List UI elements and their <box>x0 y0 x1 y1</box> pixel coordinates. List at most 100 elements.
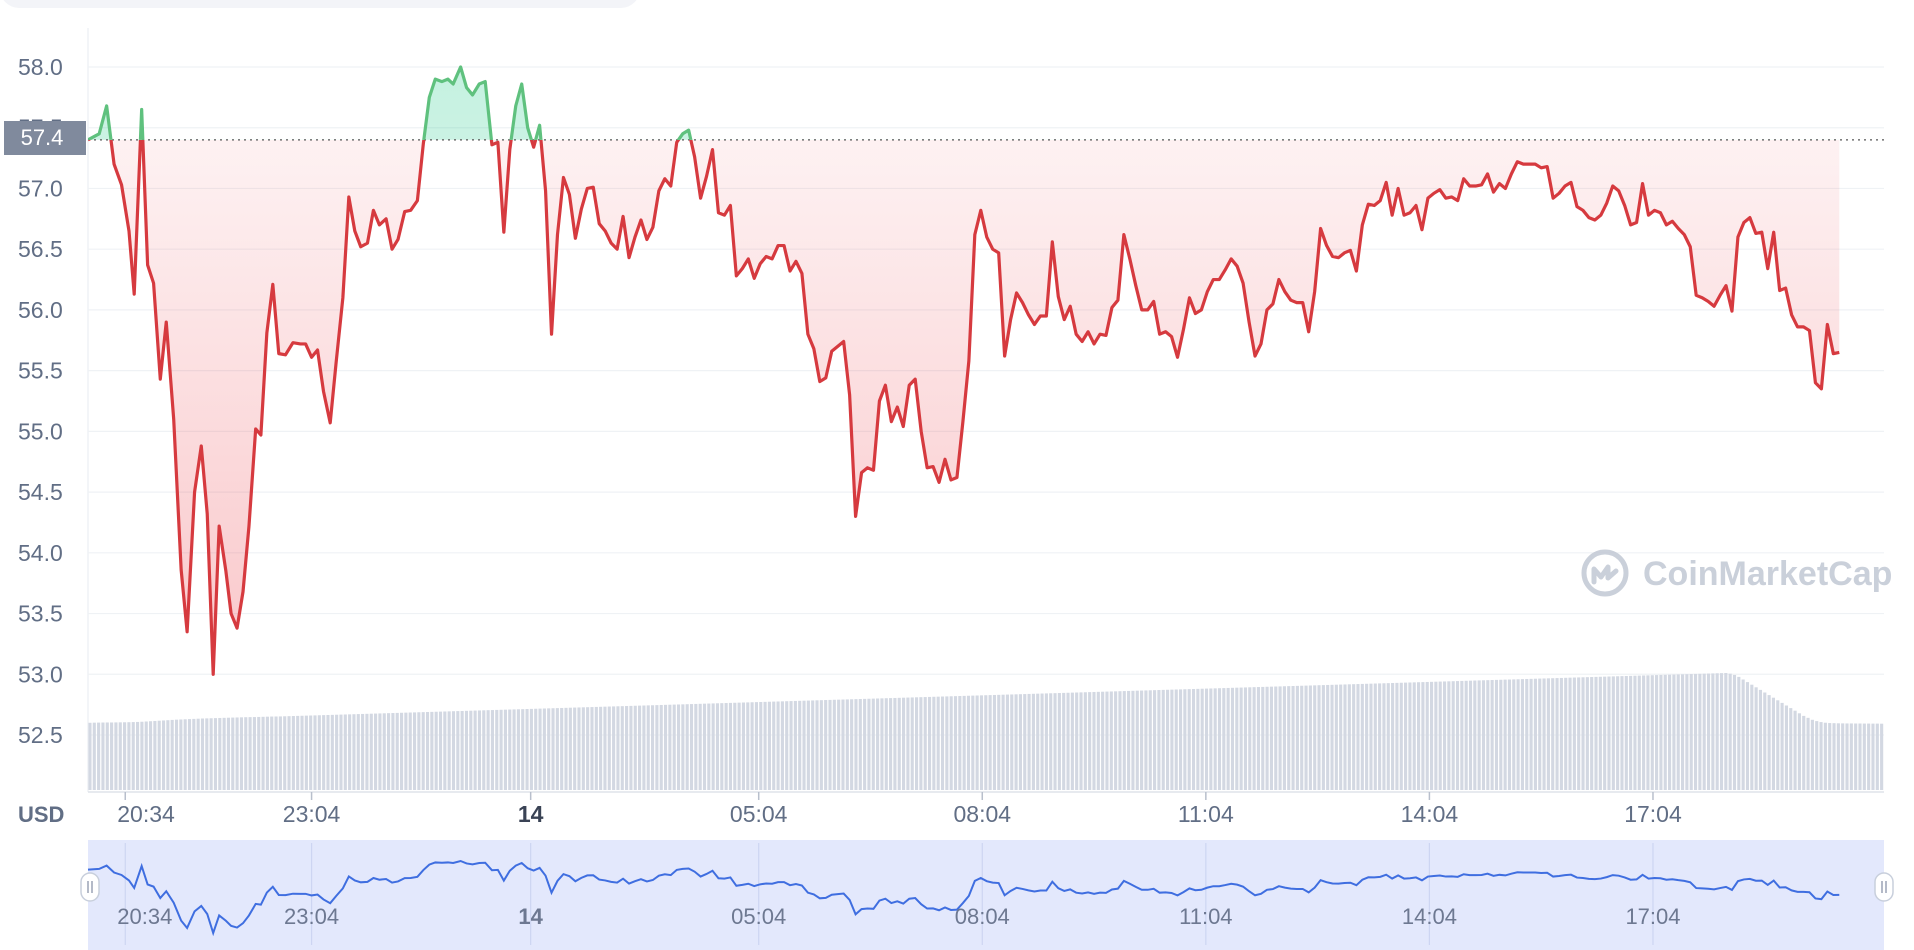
y-tick-label: 55.5 <box>18 358 63 384</box>
volume-bar <box>1399 682 1403 790</box>
volume-bar <box>689 704 694 790</box>
volume-bar <box>815 700 819 790</box>
volume-bar <box>663 704 668 790</box>
volume-bar <box>1235 687 1239 790</box>
volume-bar <box>798 700 802 790</box>
volume-bar <box>1559 677 1563 790</box>
y-axis-ticks: 58.057.557.056.556.055.555.054.554.053.5… <box>18 54 63 748</box>
navigator-tick-label: 08:04 <box>955 904 1010 929</box>
volume-bar <box>408 712 412 790</box>
volume-bar <box>1005 694 1010 790</box>
volume-bar <box>304 715 308 790</box>
volume-bar <box>131 722 135 790</box>
volume-bar <box>642 705 646 790</box>
volume-bar <box>590 707 594 790</box>
volume-bar <box>1590 677 1594 790</box>
volume-bar <box>728 702 733 790</box>
volume-bar <box>542 708 546 790</box>
volume-bar <box>889 698 893 790</box>
volume-bar <box>144 721 148 790</box>
volume-bar <box>733 702 737 790</box>
volume-bar <box>1031 693 1035 790</box>
volume-bar <box>1213 688 1217 790</box>
volume-bar <box>988 695 992 790</box>
volume-bar <box>880 698 884 790</box>
volume-bar <box>1308 685 1312 790</box>
volume-bar <box>1538 678 1542 790</box>
volume-bar <box>1278 686 1282 790</box>
volume-bar <box>278 716 282 790</box>
volume-bar <box>1191 688 1196 790</box>
volume-bar <box>296 715 300 790</box>
volume-bar <box>1802 715 1806 790</box>
volume-bar <box>906 697 910 790</box>
volume-bar <box>192 718 196 790</box>
volume-bar <box>317 715 321 790</box>
volume-bar <box>1689 674 1693 790</box>
current-price-label: 57.4 <box>21 125 64 150</box>
volume-bar <box>1330 684 1334 790</box>
current-price-marker: 57.4 <box>4 121 86 155</box>
volume-bar <box>1711 673 1715 790</box>
volume-bar <box>1248 687 1252 790</box>
range-navigator[interactable]: 20:34 23:04 14 05:04 08:04 11:04 14:04 17:04 <box>80 840 1894 950</box>
volume-bar <box>123 722 127 790</box>
volume-bar <box>322 715 326 790</box>
volume-bar <box>512 709 516 790</box>
volume-bar <box>776 701 780 790</box>
navigator-tick-label: 20:34 <box>117 904 172 929</box>
volume-bar <box>1269 686 1273 790</box>
volume-bar <box>179 719 183 790</box>
volume-bar <box>261 716 265 790</box>
volume-bar <box>832 699 836 790</box>
volume-bar <box>1395 682 1399 790</box>
volume-bar <box>300 715 304 790</box>
volume-bar <box>1157 690 1161 790</box>
volume-bar <box>1365 683 1369 790</box>
volume-bar <box>966 695 971 790</box>
watermark-text: CoinMarketCap <box>1643 555 1892 593</box>
volume-bar <box>291 716 295 790</box>
volume-bar <box>1745 682 1750 790</box>
volume-bar <box>676 704 681 790</box>
volume-bar <box>1300 685 1304 790</box>
volume-bar <box>213 718 218 790</box>
navigator-right-handle[interactable] <box>1874 872 1894 902</box>
y-tick-label: 55.0 <box>18 418 63 444</box>
volume-bar <box>850 699 854 790</box>
volume-bar <box>391 713 395 790</box>
volume-bar <box>1598 676 1602 790</box>
price-line-below-open <box>88 139 1840 676</box>
range-selector-pill[interactable] <box>0 0 640 8</box>
navigator-left-handle[interactable] <box>80 872 100 902</box>
volume-bar <box>1404 682 1408 790</box>
volume-bar <box>127 722 131 790</box>
volume-bar <box>1507 679 1512 790</box>
x-tick-label: 20:34 <box>117 801 175 827</box>
volume-bar <box>927 696 932 790</box>
volume-bar <box>183 719 187 790</box>
x-tick-label: 11:04 <box>1178 801 1234 827</box>
volume-bar <box>1832 723 1836 790</box>
x-tick-label: 23:04 <box>283 801 341 827</box>
volume-bar <box>1053 693 1057 790</box>
volume-bar <box>1378 683 1382 790</box>
volume-bar <box>893 697 897 790</box>
volume-bar <box>1226 687 1230 790</box>
volume-bar <box>806 700 810 790</box>
volume-bar <box>1473 680 1477 790</box>
volume-bar <box>1313 685 1317 790</box>
volume-bar <box>599 706 603 790</box>
volume-bar <box>1564 677 1568 790</box>
volume-bar <box>1676 674 1680 790</box>
volume-bar <box>1204 688 1209 790</box>
volume-bar <box>1252 687 1256 790</box>
volume-bar <box>1174 689 1178 790</box>
volume-bar <box>1763 692 1767 790</box>
volume-bar <box>1140 690 1144 790</box>
volume-bar <box>369 713 373 790</box>
volume-bar <box>374 713 378 790</box>
volume-bar <box>443 711 447 790</box>
volume-bar <box>1442 681 1447 790</box>
volume-bar <box>1360 683 1364 790</box>
